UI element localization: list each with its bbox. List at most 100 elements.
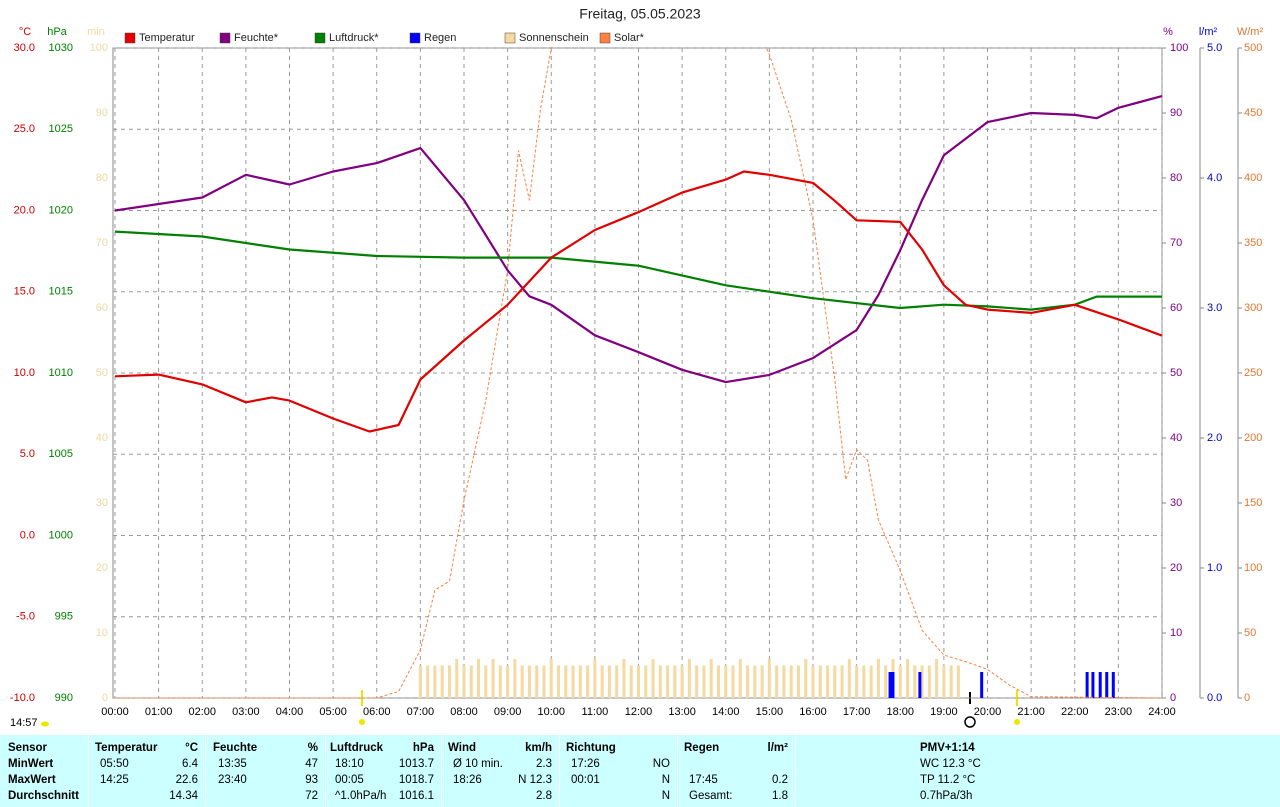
y-tick-label: 200 [1244, 432, 1262, 444]
x-tick-label: 03:00 [232, 706, 260, 718]
header-cell: Feuchte [213, 742, 258, 754]
y-tick-label: 50 [1244, 627, 1256, 639]
y-tick-label: 10 [96, 627, 108, 639]
column-separator [205, 735, 206, 807]
legend-label: Feuchte* [234, 32, 279, 44]
y-tick-label: 80 [1170, 172, 1182, 184]
axis-unit: W/m² [1237, 26, 1264, 38]
bar [593, 659, 597, 698]
bar [542, 665, 546, 698]
cell-time: 14:25 [100, 774, 129, 786]
x-tick-label: 24:00 [1148, 706, 1176, 718]
cell-value: N [661, 774, 670, 786]
bar [622, 659, 626, 698]
bar [760, 665, 764, 698]
column-separator [441, 735, 442, 807]
bar [891, 672, 895, 698]
y-tick-label: 150 [1244, 497, 1262, 509]
row-label: Durchschnitt [8, 790, 79, 802]
bar [1111, 672, 1115, 698]
header-cell: Wind [448, 742, 476, 754]
y-tick-label: 20.0 [14, 204, 35, 216]
x-tick-label: 07:00 [407, 706, 435, 718]
cell-value: 1013.7 [398, 758, 434, 770]
cell-value: 1.8 [772, 790, 788, 802]
series-line [114, 95, 1163, 384]
bar [578, 665, 582, 698]
y-tick-label: 25.0 [14, 123, 35, 135]
y-tick-label: 400 [1244, 172, 1262, 184]
bar [855, 665, 859, 698]
y-tick-label: 100 [1244, 562, 1262, 574]
y-tick-label: 300 [1244, 302, 1262, 314]
y-tick-label: 1020 [49, 204, 73, 216]
y-tick-label: 90 [96, 107, 108, 119]
y-tick-label: 40 [1170, 432, 1182, 444]
bar [440, 665, 444, 698]
header-cell: Richtung [566, 742, 616, 754]
legend-swatch [219, 32, 231, 44]
axis-unit: hPa [47, 26, 67, 38]
axis-unit: % [1163, 26, 1173, 38]
y-tick-label: 1015 [49, 286, 73, 298]
cell-value: 6.4 [182, 758, 198, 770]
cell-time: 17:45 [689, 774, 718, 786]
column-separator [88, 735, 89, 807]
series-line [114, 170, 1163, 433]
cell-value: N [661, 790, 670, 802]
bar [447, 665, 451, 698]
x-tick-label: 14:00 [712, 706, 740, 718]
y-tick-label: 30.0 [14, 42, 35, 54]
moon-icon [964, 716, 976, 728]
x-tick-label: 18:00 [886, 706, 914, 718]
x-tick-label: 01:00 [145, 706, 173, 718]
bar [469, 665, 473, 698]
bar [571, 665, 575, 698]
y-tick-label: 450 [1244, 107, 1262, 119]
cell-value: 2.3 [536, 758, 552, 770]
y-tick-label: 20 [1170, 562, 1182, 574]
y-tick-label: 30 [96, 497, 108, 509]
y-tick-label: 10.0 [14, 367, 35, 379]
bar [695, 665, 699, 698]
y-tick-label: 0 [1244, 692, 1250, 704]
bar [818, 665, 822, 698]
cell-value: 93 [305, 774, 318, 786]
cell-time: 13:35 [218, 758, 247, 770]
legend-label: Luftdruck* [329, 32, 379, 44]
y-tick-label: 30 [1170, 497, 1182, 509]
x-tick-label: 16:00 [799, 706, 827, 718]
y-tick-label: 100 [90, 42, 108, 54]
x-tick-label: 13:00 [668, 706, 696, 718]
legend-label: Regen [424, 32, 456, 44]
bar [513, 659, 517, 698]
y-tick-label: 50 [96, 367, 108, 379]
plot-area [114, 47, 1163, 699]
bar [426, 665, 430, 698]
bar [898, 665, 902, 698]
legend-swatch [504, 32, 516, 44]
cell-time: Gesamt: [689, 790, 733, 802]
bar [920, 665, 924, 698]
y-tick-label: 100 [1170, 42, 1188, 54]
bar [724, 665, 728, 698]
cell-value: NO [652, 758, 670, 770]
x-tick-label: 20:00 [974, 706, 1002, 718]
legend-swatch [409, 32, 421, 44]
row-label: MaxWert [8, 774, 56, 786]
column-separator [325, 735, 326, 807]
x-tick-label: 23:00 [1105, 706, 1133, 718]
column-separator [559, 735, 560, 807]
legend-swatch [599, 32, 611, 44]
bar [527, 665, 531, 698]
header-cell: Sensor [8, 742, 47, 754]
row-label: MinWert [8, 758, 54, 770]
bar [455, 659, 459, 698]
legend-swatch [314, 32, 326, 44]
bar [506, 665, 510, 698]
y-tick-label: 350 [1244, 237, 1262, 249]
x-tick-label: 05:00 [319, 706, 347, 718]
bar [1098, 672, 1102, 698]
x-tick-label: 02:00 [188, 706, 216, 718]
